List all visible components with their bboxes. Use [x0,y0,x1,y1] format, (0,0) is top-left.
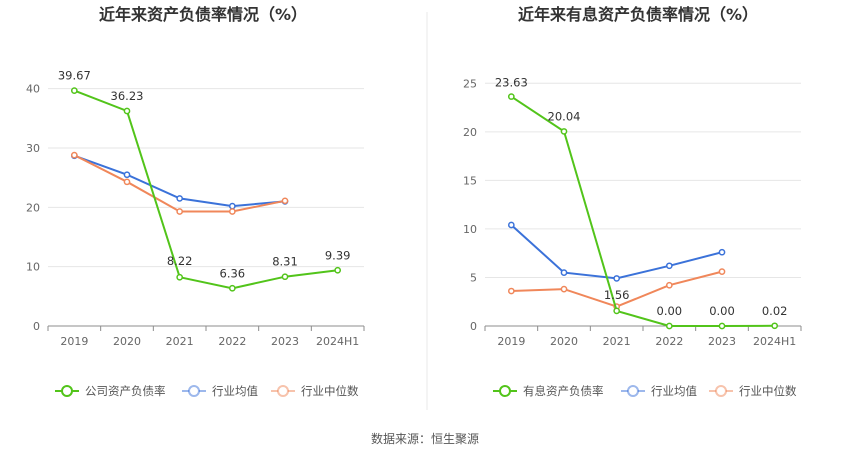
chart-title: 近年来有息资产负债率情况（%） [518,5,758,24]
y-tick-label: 15 [463,174,477,187]
chart-panel-1: 近年来资产负债率情况（%） 0 10 20 30 40 2019 2020 2021 2022 20… [26,5,365,398]
legend-label: 行业均值 [651,384,697,398]
x-tick-label: 2024H1 [753,335,796,348]
legend-marker [188,385,200,397]
data-point [560,128,568,135]
x-tick-label: 2022 [655,335,683,348]
y-tick-label: 10 [463,223,477,236]
y-tick-label: 20 [463,126,477,139]
data-point [665,281,673,289]
x-tick-label: 2021 [166,335,194,348]
data-label: 0.02 [762,304,788,318]
legend-item-1: 有息资产负债率 [493,384,604,398]
series-line-1 [73,89,338,290]
legend-label: 行业中位数 [301,384,359,398]
data-point [228,202,236,210]
data-point [718,268,726,275]
x-tick-label: 2023 [708,335,736,348]
x-tick-label: 2020 [550,335,578,348]
legend-marker [499,385,511,397]
y-tick-label: 5 [470,271,477,284]
x-tick-label: 2019 [497,335,525,348]
data-label: 6.36 [220,266,246,280]
data-label: 8.22 [167,254,193,268]
y-tick-label: 10 [26,261,40,274]
y-tick-label: 20 [26,201,40,214]
legend-item-3: 行业中位数 [271,384,359,398]
legend-marker [61,385,73,397]
data-label: 20.04 [548,109,581,123]
data-point [176,195,184,202]
data-point [507,287,515,295]
data-point [665,262,673,270]
legend-label: 行业中位数 [739,384,797,398]
chart-title: 近年来资产负债率情况（%） [99,5,307,24]
x-tick-label: 2022 [218,335,246,348]
data-label: 9.39 [325,248,351,262]
data-point [176,273,184,281]
data-point [507,221,515,229]
data-point [334,266,342,274]
x-tick-label: 2020 [113,335,141,348]
data-point [560,285,568,293]
series-line-3 [73,154,286,213]
legend-label: 有息资产负债率 [523,384,604,398]
data-point [507,93,515,100]
y-tick-label: 25 [463,77,477,90]
legend-label: 公司资产负债率 [85,384,166,398]
source-note: 数据来源：恒生聚源 [371,431,479,446]
legend-item-2: 行业均值 [182,384,258,398]
x-tick-label: 2021 [603,335,631,348]
legend-item-3: 行业中位数 [709,384,797,398]
data-label: 0.00 [709,304,735,318]
data-label: 1.56 [604,288,630,302]
data-point [228,208,236,215]
data-point [70,87,78,94]
y-tick-label: 30 [26,142,40,155]
data-point [281,273,289,281]
data-point [123,107,131,115]
data-point [718,248,726,256]
legend-item-2: 行业均值 [621,384,697,398]
y-tick-label: 0 [33,320,40,333]
series-line-2 [510,224,723,280]
data-label: 23.63 [495,76,528,90]
data-point [560,269,568,276]
legend-marker [627,385,639,397]
data-point [123,171,131,179]
data-label: 0.00 [657,304,683,318]
series-line-1 [510,95,775,327]
x-tick-label: 2019 [60,335,88,348]
y-tick-label: 0 [470,320,477,333]
data-point [665,322,673,330]
data-point [228,284,236,292]
legend-marker [715,385,727,397]
data-point [771,322,779,330]
data-point [123,178,131,186]
x-tick-label: 2024H1 [316,335,359,348]
data-point [613,275,621,282]
legend-item-1: 公司资产负债率 [55,384,166,398]
data-label: 8.31 [272,255,298,269]
data-point [70,151,78,159]
legend-label: 行业均值 [212,384,258,398]
legend-marker [277,385,289,397]
data-point [613,307,621,315]
data-point [176,208,184,215]
data-point [718,322,726,330]
chart-panel-2: 近年来有息资产负债率情况（%） 0 5 10 15 20 25 2019 2020 2021 202… [463,5,802,398]
data-label: 39.67 [58,69,91,83]
y-tick-label: 40 [26,83,40,96]
x-tick-label: 2023 [271,335,299,348]
data-label: 36.23 [111,89,144,103]
data-point [281,197,289,205]
